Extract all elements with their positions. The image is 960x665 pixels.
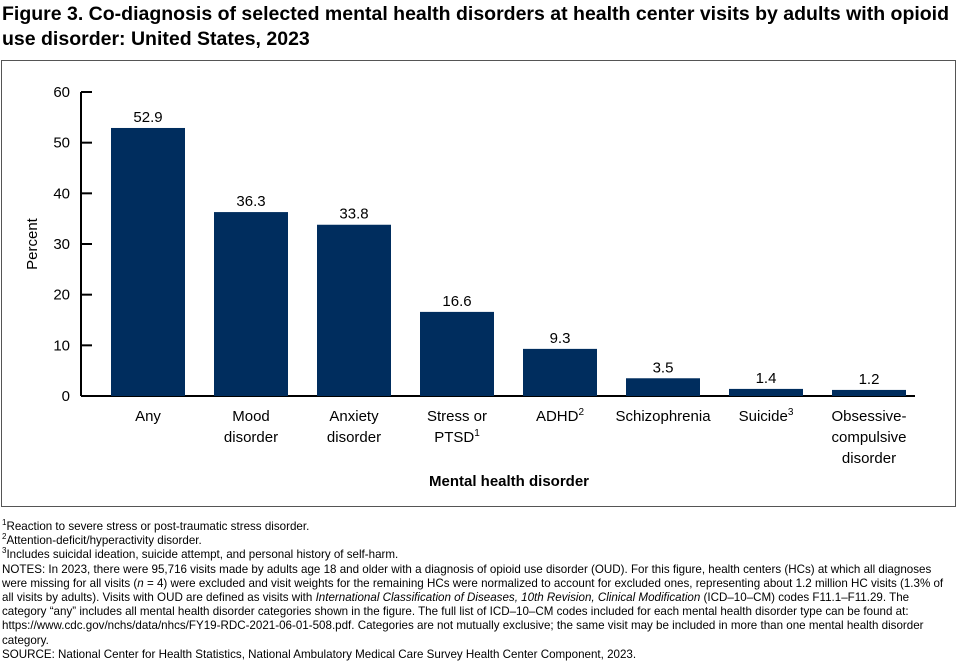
x-tick-label: disorder xyxy=(224,429,278,446)
footnote: 3Includes suicidal ideation, suicide att… xyxy=(2,546,399,562)
y-tick-label: 0 xyxy=(62,388,70,405)
x-tick-label: ADHD2 xyxy=(536,407,585,425)
y-tick-label: 40 xyxy=(53,185,70,202)
bar-chart: Percent Mental health disorder 0 10 20 30 40… xyxy=(24,84,915,490)
bar xyxy=(214,212,288,396)
notes-text: NOTES: In 2023, there were 95,716 visits… xyxy=(2,562,944,647)
y-tick-label: 60 xyxy=(53,84,70,101)
data-label: 3.5 xyxy=(653,359,674,376)
x-tick-label: compulsive xyxy=(831,429,906,446)
x-axis-label: Mental health disorder xyxy=(429,473,589,490)
data-label: 36.3 xyxy=(236,193,265,210)
y-tick-label: 50 xyxy=(53,135,70,152)
x-tick-label: Mood xyxy=(232,408,270,425)
y-tick-label: 20 xyxy=(53,287,70,304)
bar xyxy=(111,127,185,397)
x-tick-label: Obsessive- xyxy=(831,408,906,425)
data-label: 1.4 xyxy=(756,370,777,387)
data-label: 52.9 xyxy=(133,109,162,126)
y-axis-label: Percent xyxy=(24,217,41,270)
data-label: 1.2 xyxy=(859,371,880,388)
bar xyxy=(420,311,494,396)
x-tick-label: disorder xyxy=(842,450,896,467)
y-tick-label: 30 xyxy=(53,236,70,253)
x-tick-label: Stress or xyxy=(427,408,487,425)
y-tick-label: 10 xyxy=(53,337,70,354)
footnote: 1Reaction to severe stress or post-traum… xyxy=(2,518,310,533)
figure-title: Figure 3. Co-diagnosis of selected menta… xyxy=(2,3,950,50)
footnote: 2Attention-deficit/hyperactivity disorde… xyxy=(2,532,202,548)
data-label: 9.3 xyxy=(550,330,571,347)
bar xyxy=(523,348,597,396)
x-tick-label: Any xyxy=(135,408,161,425)
x-tick-label: Schizophrenia xyxy=(615,408,711,425)
data-label: 16.6 xyxy=(442,293,471,310)
data-label: 33.8 xyxy=(339,206,368,223)
chart-frame xyxy=(1,60,956,507)
source-text: SOURCE: National Center for Health Stati… xyxy=(2,647,637,661)
notes-section: 1Reaction to severe stress or post-traum… xyxy=(2,518,952,662)
bar xyxy=(626,378,700,396)
x-tick-label: Suicide3 xyxy=(739,407,794,425)
bar xyxy=(832,389,906,396)
x-tick-label: PTSD1 xyxy=(434,428,480,446)
x-tick-label: disorder xyxy=(327,429,381,446)
bar xyxy=(317,224,391,396)
bar xyxy=(729,388,803,396)
x-tick-label: Anxiety xyxy=(329,408,379,425)
